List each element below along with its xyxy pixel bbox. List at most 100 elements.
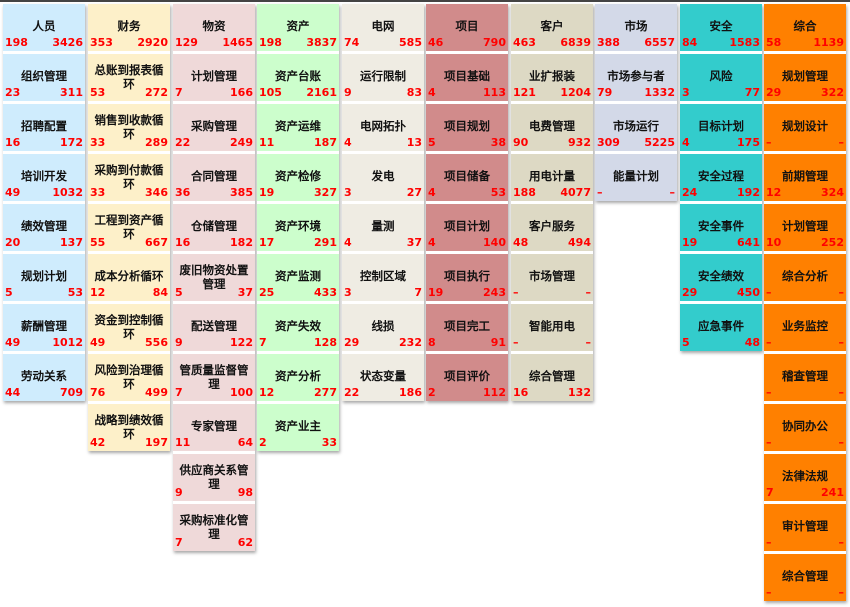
tile-count-left: – (597, 186, 603, 199)
subdomain-tile[interactable]: 目标计划 4 175 (680, 104, 762, 151)
subdomain-tile[interactable]: 项目完工 8 91 (426, 304, 508, 351)
subdomain-tile[interactable]: 资产分析 12 277 (257, 354, 339, 401)
tile-count-left: 90 (513, 136, 529, 149)
domain-header-tile[interactable]: 安全 84 1583 (680, 4, 762, 51)
subdomain-tile[interactable]: 项目储备 4 53 (426, 154, 508, 201)
subdomain-tile[interactable]: 控制区域 3 7 (342, 254, 424, 301)
subdomain-tile[interactable]: 工程到资产循环 55 667 (88, 204, 170, 251)
domain-header-tile[interactable]: 项目 46 790 (426, 4, 508, 51)
subdomain-tile[interactable]: 发电 3 27 (342, 154, 424, 201)
tile-count-left: – (766, 436, 772, 449)
subdomain-tile[interactable]: 稽查管理 – – (764, 354, 846, 401)
tile-count-right: 1012 (52, 336, 83, 349)
tile-count-right: 433 (314, 286, 337, 299)
subdomain-tile[interactable]: 安全绩效 29 450 (680, 254, 762, 301)
domain-header-tile[interactable]: 财务 353 2920 (88, 4, 170, 51)
subdomain-tile[interactable]: 采购管理 22 249 (173, 104, 255, 151)
subdomain-tile[interactable]: 成本分析循环 12 84 (88, 254, 170, 301)
domain-header-tile[interactable]: 资产 198 3837 (257, 4, 339, 51)
subdomain-tile[interactable]: 电费管理 90 932 (511, 104, 593, 151)
subdomain-tile[interactable]: 法律法规 7 241 (764, 454, 846, 501)
subdomain-tile[interactable]: 项目评价 2 112 (426, 354, 508, 401)
subdomain-tile[interactable]: 战略到绩效循环 42 197 (88, 404, 170, 451)
subdomain-tile[interactable]: 资产失效 7 128 (257, 304, 339, 351)
tile-name: 安全事件 (698, 219, 744, 233)
subdomain-tile[interactable]: 线损 29 232 (342, 304, 424, 351)
subdomain-tile[interactable]: 供应商关系管理 9 98 (173, 454, 255, 501)
subdomain-tile[interactable]: 状态变量 22 186 (342, 354, 424, 401)
subdomain-tile[interactable]: 项目计划 4 140 (426, 204, 508, 251)
subdomain-tile[interactable]: 资产业主 2 33 (257, 404, 339, 451)
subdomain-tile[interactable]: 安全事件 19 641 (680, 204, 762, 251)
subdomain-tile[interactable]: 项目规划 5 38 (426, 104, 508, 151)
subdomain-tile[interactable]: 绩效管理 20 137 (3, 204, 85, 251)
subdomain-tile[interactable]: 量测 4 37 (342, 204, 424, 251)
subdomain-tile[interactable]: 计划管理 10 252 (764, 204, 846, 251)
subdomain-tile[interactable]: 业扩报装 121 1204 (511, 54, 593, 101)
subdomain-tile[interactable]: 规划计划 5 53 (3, 254, 85, 301)
subdomain-tile[interactable]: 业务监控 – – (764, 304, 846, 351)
tile-count-left: 20 (5, 236, 21, 249)
subdomain-tile[interactable]: 项目执行 19 243 (426, 254, 508, 301)
subdomain-tile[interactable]: 综合分析 – – (764, 254, 846, 301)
subdomain-tile[interactable]: 市场管理 – – (511, 254, 593, 301)
subdomain-tile[interactable]: 总账到报表循环 53 272 (88, 54, 170, 101)
domain-header-tile[interactable]: 物资 129 1465 (173, 4, 255, 51)
subdomain-tile[interactable]: 专家管理 11 64 (173, 404, 255, 451)
subdomain-tile[interactable]: 资金到控制循环 49 556 (88, 304, 170, 351)
subdomain-tile[interactable]: 采购到付款循环 33 346 (88, 154, 170, 201)
subdomain-tile[interactable]: 计划管理 7 166 (173, 54, 255, 101)
tile-name: 总账到报表循环 (94, 63, 164, 91)
tile-count-right: 27 (406, 186, 422, 199)
subdomain-tile[interactable]: 协同办公 – – (764, 404, 846, 451)
subdomain-tile[interactable]: 薪酬管理 49 1012 (3, 304, 85, 351)
tile-name: 客户 (540, 19, 564, 33)
domain-header-tile[interactable]: 人员 198 3426 (3, 4, 85, 51)
subdomain-tile[interactable]: 招聘配置 16 172 (3, 104, 85, 151)
subdomain-tile[interactable]: 综合管理 16 132 (511, 354, 593, 401)
subdomain-tile[interactable]: 废旧物资处置管理 5 37 (173, 254, 255, 301)
subdomain-tile[interactable]: 资产监测 25 433 (257, 254, 339, 301)
subdomain-tile[interactable]: 能量计划 – – (595, 154, 677, 201)
subdomain-tile[interactable]: 合同管理 36 385 (173, 154, 255, 201)
tile-count-right: 112 (483, 386, 506, 399)
subdomain-tile[interactable]: 管质量监督管理 7 100 (173, 354, 255, 401)
subdomain-tile[interactable]: 采购标准化管理 7 62 (173, 504, 255, 551)
subdomain-tile[interactable]: 风险 3 77 (680, 54, 762, 101)
domain-header-tile[interactable]: 市场 388 6557 (595, 4, 677, 51)
subdomain-tile[interactable]: 应急事件 5 48 (680, 304, 762, 351)
subdomain-tile[interactable]: 销售到收款循环 33 289 (88, 104, 170, 151)
subdomain-tile[interactable]: 仓储管理 16 182 (173, 204, 255, 251)
subdomain-tile[interactable]: 规划管理 29 322 (764, 54, 846, 101)
subdomain-tile[interactable]: 配送管理 9 122 (173, 304, 255, 351)
subdomain-tile[interactable]: 资产台账 105 2161 (257, 54, 339, 101)
subdomain-tile[interactable]: 综合管理 – – (764, 554, 846, 601)
subdomain-tile[interactable]: 项目基础 4 113 (426, 54, 508, 101)
tile-count-left: 16 (5, 136, 21, 149)
domain-header-tile[interactable]: 综合 58 1139 (764, 4, 846, 51)
domain-column: 市场 388 6557 市场参与者 79 1332 市场运行 309 5225 能量计划 – – (595, 4, 677, 201)
subdomain-tile[interactable]: 市场参与者 79 1332 (595, 54, 677, 101)
subdomain-tile[interactable]: 客户服务 48 494 (511, 204, 593, 251)
subdomain-tile[interactable]: 用电计量 188 4077 (511, 154, 593, 201)
subdomain-tile[interactable]: 智能用电 – – (511, 304, 593, 351)
subdomain-tile[interactable]: 电网拓扑 4 13 (342, 104, 424, 151)
subdomain-tile[interactable]: 市场运行 309 5225 (595, 104, 677, 151)
domain-header-tile[interactable]: 电网 74 585 (342, 4, 424, 51)
subdomain-tile[interactable]: 风险到治理循环 76 499 (88, 354, 170, 401)
subdomain-tile[interactable]: 组织管理 23 311 (3, 54, 85, 101)
subdomain-tile[interactable]: 前期管理 12 324 (764, 154, 846, 201)
subdomain-tile[interactable]: 审计管理 – – (764, 504, 846, 551)
subdomain-tile[interactable]: 资产检修 19 327 (257, 154, 339, 201)
tile-name: 客户服务 (529, 219, 575, 233)
subdomain-tile[interactable]: 资产环境 17 291 (257, 204, 339, 251)
subdomain-tile[interactable]: 劳动关系 44 709 (3, 354, 85, 401)
subdomain-tile[interactable]: 规划设计 – – (764, 104, 846, 151)
tile-count-left: 19 (259, 186, 275, 199)
tile-name: 资产运维 (275, 119, 321, 133)
subdomain-tile[interactable]: 安全过程 24 192 (680, 154, 762, 201)
subdomain-tile[interactable]: 资产运维 11 187 (257, 104, 339, 151)
subdomain-tile[interactable]: 培训开发 49 1032 (3, 154, 85, 201)
subdomain-tile[interactable]: 运行限制 9 83 (342, 54, 424, 101)
domain-header-tile[interactable]: 客户 463 6839 (511, 4, 593, 51)
